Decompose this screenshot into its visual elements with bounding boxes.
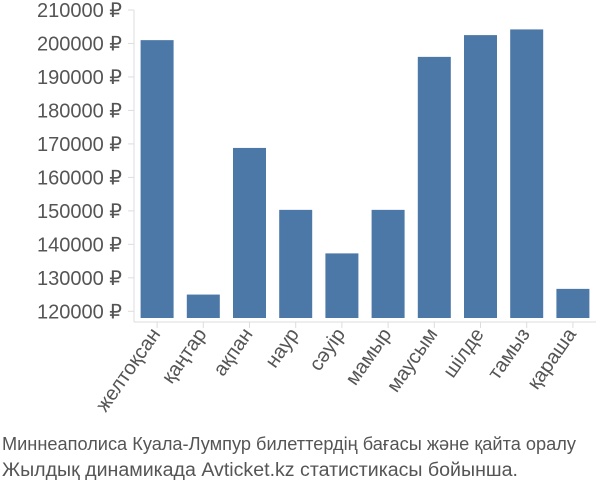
bars xyxy=(140,29,590,319)
bar xyxy=(510,29,544,319)
bar xyxy=(464,35,497,318)
y-tick-label: 170000 ₽ xyxy=(37,134,122,156)
x-tick-label: ақпан xyxy=(209,324,257,380)
y-tick-label: 140000 ₽ xyxy=(37,234,122,256)
x-tick-label: сәуір xyxy=(305,324,350,375)
x-tick-label: қаңтар xyxy=(158,324,212,387)
y-tick-label: 180000 ₽ xyxy=(37,100,122,122)
x-tick-label: желтоқсан xyxy=(92,324,165,416)
y-axis: 120000 ₽ 130000 ₽ 140000 ₽ 150000 ₽ 160000 ₽… xyxy=(37,0,135,323)
y-tick-label: 160000 ₽ xyxy=(37,167,122,189)
bar xyxy=(556,288,590,318)
y-tick-label: 130000 ₽ xyxy=(37,268,122,290)
bar xyxy=(417,56,451,318)
y-tick-label: 150000 ₽ xyxy=(37,201,122,223)
y-tick-label: 210000 ₽ xyxy=(37,0,122,22)
caption-line-1: Миннеаполиса Куала-Лумпур билеттердің ба… xyxy=(2,434,576,454)
bar xyxy=(140,40,174,319)
y-tick-label: 120000 ₽ xyxy=(37,301,122,323)
bar xyxy=(325,253,359,318)
bar xyxy=(233,147,266,318)
x-tick-label: шілде xyxy=(439,324,489,382)
bar xyxy=(279,209,313,318)
bar xyxy=(186,294,220,318)
x-tick-label: наур xyxy=(261,324,304,372)
caption-line-2: Жылдық динамикада Avticket.kz статистика… xyxy=(2,459,518,481)
y-tick-label: 200000 ₽ xyxy=(37,33,122,55)
bar-chart: 120000 ₽ 130000 ₽ 140000 ₽ 150000 ₽ 160000 ₽… xyxy=(37,0,596,416)
bar xyxy=(371,209,405,318)
x-tick-label: қараша xyxy=(523,324,581,394)
y-tick-label: 190000 ₽ xyxy=(37,67,122,89)
